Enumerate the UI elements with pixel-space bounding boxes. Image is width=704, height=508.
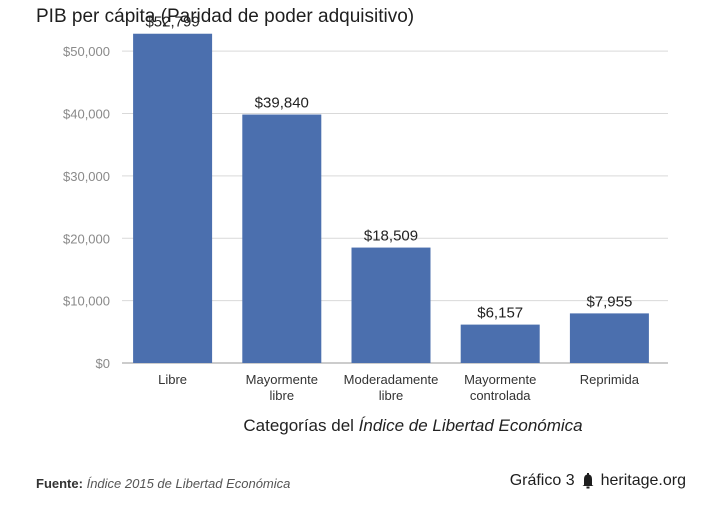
site-link[interactable]: heritage.org — [600, 472, 686, 489]
bar-value-label: $18,509 — [364, 228, 418, 245]
y-tick-label: $10,000 — [63, 294, 110, 309]
bar — [242, 114, 322, 363]
x-tick-label: Reprimida — [580, 372, 640, 387]
bar-value-label: $39,840 — [255, 95, 309, 112]
bell-icon — [582, 473, 594, 489]
x-axis-title-emphasis: Índice de Libertad Económica — [359, 416, 583, 435]
bar — [460, 324, 540, 363]
y-tick-label: $30,000 — [63, 169, 110, 184]
x-tick-label: Mayormente libre — [246, 372, 318, 403]
source-text: Índice 2015 de Libertad Económica — [86, 476, 291, 491]
bar-value-label: $6,157 — [477, 305, 523, 322]
y-axis-tick-labels: $0 $10,000 $20,000 $30,000 $40,000 $50,000 — [63, 44, 110, 371]
y-tick-label: $20,000 — [63, 231, 110, 246]
bar-value-label: $7,955 — [586, 293, 632, 310]
value-labels: $52,799 $39,840 $18,509 $6,157 $7,955 — [145, 14, 632, 322]
bar — [569, 313, 649, 363]
figure-credit: Gráfico 3 heritage.org — [510, 472, 686, 490]
bar-chart: $0 $10,000 $20,000 $30,000 $40,000 $50,000 $5… — [63, 14, 668, 435]
bar-value-label: $52,799 — [145, 14, 199, 31]
x-tick-label: Moderadamente libre — [344, 372, 439, 403]
bar — [133, 33, 213, 364]
chart-title: PIB per cápita (Paridad de poder adquisi… — [36, 6, 415, 27]
source-label: Fuente: — [36, 476, 83, 491]
figure-label: Gráfico 3 — [509, 472, 575, 489]
x-axis-title-prefix: Categorías del — [243, 416, 358, 435]
x-axis-title: Categorías del Índice de Libertad Económ… — [243, 416, 582, 435]
source-note: Fuente: Índice 2015 de Libertad Económic… — [36, 476, 290, 491]
x-axis-tick-labels: Libre Mayormente libre Moderadamente libre Ma… — [158, 372, 640, 403]
y-tick-label: $50,000 — [63, 44, 110, 59]
y-tick-label: $0 — [96, 356, 110, 371]
bars — [133, 33, 649, 364]
y-tick-label: $40,000 — [63, 107, 110, 122]
x-tick-label: Mayormente controlada — [464, 372, 536, 403]
x-tick-label: Libre — [158, 372, 187, 387]
bar — [351, 247, 431, 363]
